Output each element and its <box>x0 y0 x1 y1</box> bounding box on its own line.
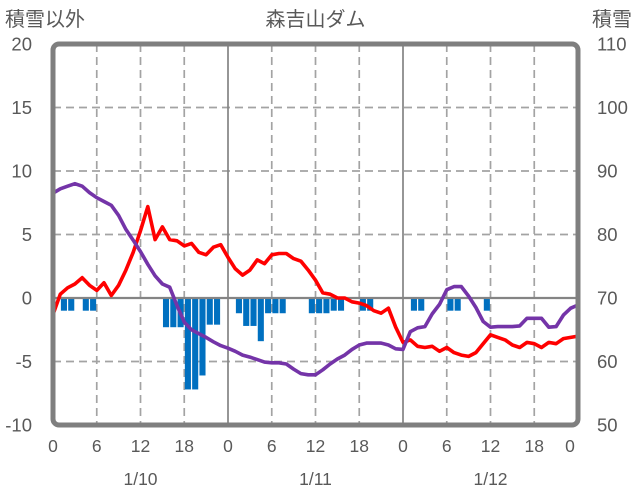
plot-border <box>50 41 581 428</box>
y-axis-left-tick-label: -10 <box>5 415 32 436</box>
x-axis-tick-label: 0 <box>48 436 58 456</box>
x-axis-tick-label: 0 <box>565 436 575 456</box>
blue-bars-bar <box>257 298 264 342</box>
y-axis-left-tick-label: 10 <box>11 161 32 182</box>
blue-bars-bar <box>330 298 337 311</box>
y-axis-right-tick-label: 70 <box>597 288 618 309</box>
x-axis-tick-label: 12 <box>481 436 500 456</box>
y-axis-right-tick-label: 60 <box>597 351 618 372</box>
red-line-series <box>51 204 580 359</box>
blue-bars-bar <box>235 298 242 314</box>
blue-bars-bar <box>367 298 374 311</box>
blue-bars-bar <box>192 298 199 390</box>
blue-bars-bar <box>272 298 279 314</box>
y-axis-right-tick-label: 90 <box>597 161 618 182</box>
x-axis-date-label: 1/10 <box>123 469 157 489</box>
x-axis-tick-label: 6 <box>442 436 452 456</box>
y-axis-left-tick-label: 15 <box>11 97 32 118</box>
blue-bars-bar <box>316 298 323 314</box>
y-axis-left-tick-label: 20 <box>11 34 32 55</box>
blue-bars-bar <box>68 298 75 311</box>
x-axis-date-label: 1/12 <box>473 469 507 489</box>
left-axis-title: 積雪以外 <box>5 9 85 31</box>
blue-bars-bar <box>308 298 315 314</box>
x-axis-date-label: 1/11 <box>299 469 332 489</box>
blue-bars-bar <box>279 298 286 314</box>
x-axis-tick-label: 12 <box>131 436 150 456</box>
blue-bars-bar <box>82 298 89 311</box>
blue-bars-bar <box>206 298 213 325</box>
blue-bars-bar <box>265 298 272 314</box>
right-axis-title: 積雪 <box>592 9 632 31</box>
y-axis-left-tick-label: 5 <box>22 224 32 245</box>
blue-bars-bar <box>162 298 170 328</box>
blue-bars-bar <box>60 298 67 311</box>
x-axis-tick-label: 6 <box>267 436 277 456</box>
y-axis-right-tick-label: 80 <box>597 224 618 245</box>
blue-bars-bar <box>418 298 425 311</box>
blue-bars-bar <box>90 298 97 311</box>
blue-bars-bar <box>447 298 454 311</box>
blue-bars-bar <box>250 298 257 326</box>
blue-bars-bar <box>170 298 177 328</box>
x-axis-tick-label: 6 <box>92 436 102 456</box>
y-axis-right-tick-label: 50 <box>597 415 618 436</box>
blue-bars-bar <box>184 298 191 390</box>
purple-line-series <box>51 181 580 377</box>
y-axis-left-tick-label: 0 <box>22 288 32 309</box>
chart-title: 森吉山ダム <box>265 9 366 31</box>
y-axis-left-tick-label: -5 <box>16 351 32 372</box>
y-axis-right-tick-label: 110 <box>597 34 627 55</box>
blue-bars-bar <box>243 298 250 326</box>
y-axis-right-tick-label: 100 <box>597 97 628 118</box>
blue-bars-bar <box>323 298 330 314</box>
blue-bars-bar <box>454 298 461 311</box>
x-axis-tick-label: 0 <box>398 436 408 456</box>
x-axis-tick-label: 18 <box>525 436 544 456</box>
blue-bars-bar <box>410 298 417 311</box>
x-axis-tick-label: 18 <box>175 436 194 456</box>
x-axis-tick-label: 18 <box>350 436 369 456</box>
x-axis-tick-label: 12 <box>306 436 325 456</box>
blue-bars-bar <box>337 298 345 311</box>
x-axis-tick-label: 0 <box>223 436 233 456</box>
blue-bars-bar <box>214 298 221 325</box>
blue-bars-bar <box>483 298 490 311</box>
